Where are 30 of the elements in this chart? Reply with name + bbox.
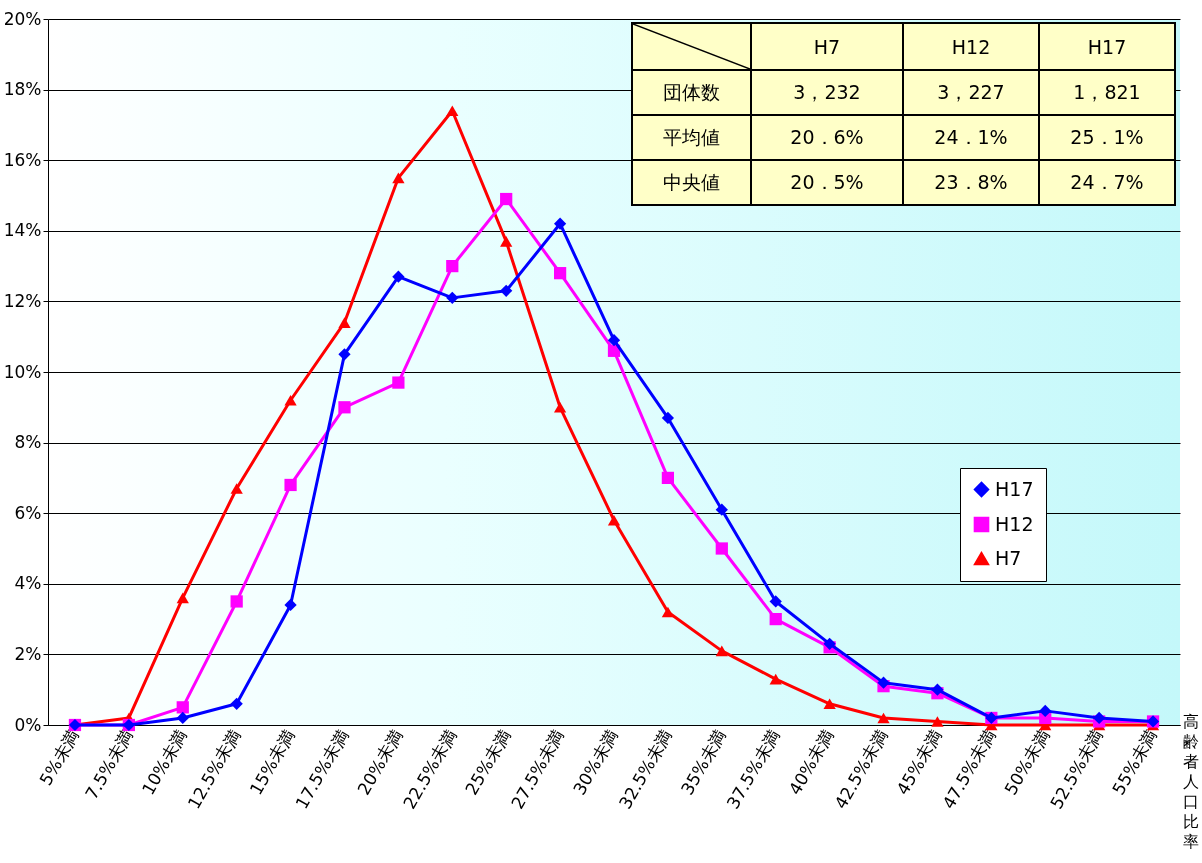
annotation: 3，232 [751,70,903,115]
annotation: 24．1% [903,115,1039,160]
y-tick-label: 8% [14,432,42,453]
annotation: 20．6% [751,115,903,160]
annotation: 23．8% [903,160,1039,205]
annotation: 平均値 [632,115,751,160]
legend-label: H12 [995,512,1034,535]
annotation: 25．1% [1039,115,1175,160]
legend-label: H17 [995,477,1034,500]
annotation: 団体数 [632,70,751,115]
annotation: 中央値 [632,160,751,205]
annotation: H12 [903,23,1039,70]
annotation: H7 [751,23,903,70]
y-tick-label: 18% [3,79,42,100]
annotation: 3，227 [903,70,1039,115]
y-tick-label: 2% [14,643,42,664]
y-tick-label: 0% [14,714,42,735]
y-tick-label: 6% [14,502,42,523]
annotation: 20．5% [751,160,903,205]
y-tick-label: 10% [3,361,42,382]
annotation: 24．7% [1039,160,1175,205]
legend-label: H7 [995,546,1022,569]
annotation: 1，821 [1039,70,1175,115]
x-axis-title: 高齢者人口比率 [1183,712,1200,852]
y-tick-label: 16% [3,149,42,170]
y-tick-label: 4% [14,573,42,594]
y-tick-label: 12% [3,290,42,311]
y-tick-label: 20% [3,8,42,29]
y-tick-label: 14% [3,220,42,241]
annotation: H17 [1039,23,1175,70]
